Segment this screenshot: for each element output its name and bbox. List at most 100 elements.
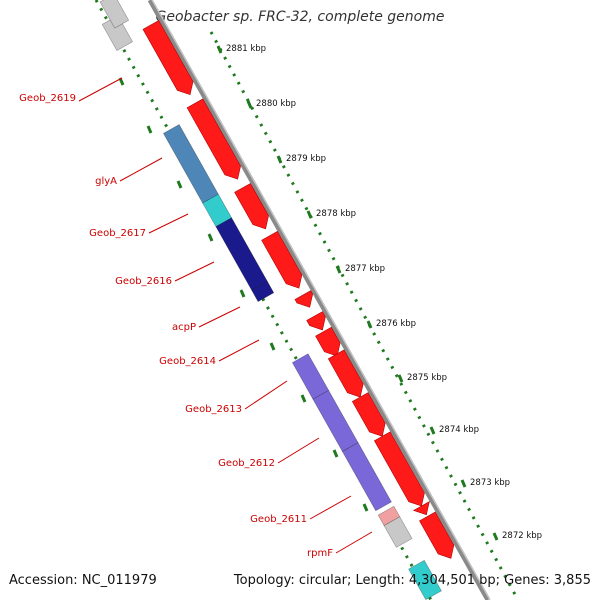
tick-8: 2874 kbp (429, 425, 479, 435)
gene-label-text: Geob_2612 (218, 458, 275, 469)
leader-line (309, 495, 352, 520)
tick-mark (366, 320, 373, 329)
gene-geob-2613 (312, 389, 359, 452)
gene-label-3: Geob_2617 (89, 213, 189, 239)
backbone-line (147, 0, 491, 600)
tick-label: 2874 kbp (439, 425, 479, 435)
tick-7: 2875 kbp (397, 373, 447, 383)
inner-tick-mark (300, 394, 307, 403)
forward-gene-8 (327, 349, 364, 398)
tick-mark (216, 45, 223, 54)
gene-label-7: Geob_2613 (185, 380, 288, 415)
gene-label-text: Geob_2614 (159, 356, 216, 367)
gene-label-text: Geob_2613 (185, 404, 242, 415)
gene-label-text: glyA (95, 176, 117, 187)
accession-text: Accession: NC_011979 (9, 573, 157, 588)
gene-label-8: Geob_2612 (218, 437, 320, 469)
inner-tick-mark (146, 125, 153, 134)
tick-mark (306, 210, 313, 219)
map-title: Geobacter sp. FRC-32, complete genome (155, 9, 445, 25)
gene-labels: Geob_2619 glyA Geob_2617 Geob_2616 acpP Geob_… (19, 77, 373, 559)
tick-10: 2872 kbp (492, 531, 542, 541)
gene-label-9: Geob_2611 (250, 495, 352, 525)
tick-mark (460, 479, 467, 488)
inner-tick-mark (362, 503, 369, 512)
inner-tick-mark (332, 449, 339, 458)
tick-mark (492, 532, 499, 541)
forward-gene-9 (351, 392, 386, 437)
leader-line (244, 380, 288, 410)
forward-gene-4 (261, 231, 303, 289)
leader-line (335, 531, 373, 554)
tick-3: 2879 kbp (276, 154, 326, 164)
gene-label-5: acpP (172, 306, 241, 333)
tick-label: 2880 kbp (256, 99, 296, 109)
gene-rpmf (383, 516, 413, 548)
inner-dot-track (94, 0, 433, 600)
genome-backbone (147, 0, 491, 600)
summary-text: Topology: circular; Length: 4,304,501 bp… (233, 573, 591, 588)
tick-mark (397, 374, 404, 383)
forward-gene-6 (306, 311, 326, 331)
gene-geob-2616 (215, 217, 268, 291)
inner-tick-mark (207, 233, 214, 242)
tick-label: 2878 kbp (316, 209, 356, 219)
leader-line (174, 261, 215, 282)
tick-mark (429, 426, 436, 435)
tick-6: 2876 kbp (366, 319, 416, 329)
leader-line (218, 339, 260, 362)
tick-5: 2877 kbp (335, 264, 385, 274)
forward-gene-10 (374, 431, 425, 507)
gene-features (99, 0, 455, 600)
gene-geob-2612 (341, 442, 392, 512)
tick-label: 2873 kbp (470, 478, 510, 488)
tick-label: 2875 kbp (407, 373, 447, 383)
forward-gene-7 (315, 326, 341, 357)
leader-line (198, 306, 241, 328)
tick-mark (276, 155, 283, 164)
gene-label-text: Geob_2616 (115, 276, 172, 287)
tick-label: 2876 kbp (376, 319, 416, 329)
forward-gene-3 (234, 183, 269, 230)
forward-gene-12 (419, 511, 455, 559)
backbone-highlight (151, 0, 491, 600)
gene-label-text: Geob_2619 (19, 93, 76, 104)
tick-2: 2880 kbp (246, 99, 296, 109)
tick-mark (246, 100, 253, 109)
gene-label-10: rpmF (307, 531, 373, 559)
tick-label: 2872 kbp (502, 531, 542, 541)
gene-acpp (251, 281, 275, 302)
inner-tick-mark (269, 342, 276, 351)
inner-tick-mark (239, 289, 246, 298)
tick-label: 2879 kbp (286, 154, 326, 164)
tick-1: 2881 kbp (216, 44, 266, 54)
inner-tick-mark (176, 180, 183, 189)
forward-gene-2 (186, 98, 241, 180)
gene-geob-2614 (291, 353, 330, 400)
tick-dot-tracks (94, 0, 520, 600)
gene-label-2: glyA (95, 157, 163, 187)
tick-4: 2878 kbp (306, 209, 356, 219)
gene-label-4: Geob_2616 (115, 261, 215, 287)
forward-gene-5 (294, 290, 313, 308)
tick-label: 2877 kbp (345, 264, 385, 274)
tick-mark (335, 265, 342, 274)
tick-9: 2873 kbp (460, 478, 510, 488)
gene-label-text: acpP (172, 322, 196, 333)
leader-line (277, 437, 320, 464)
gene-label-text: Geob_2611 (250, 514, 307, 525)
gene-gray-top (99, 0, 130, 29)
gene-label-text: Geob_2617 (89, 228, 146, 239)
leader-line (119, 157, 163, 182)
gene-label-text: rpmF (307, 548, 333, 559)
gene-next-cyan (408, 559, 442, 600)
gene-label-1: Geob_2619 (19, 77, 123, 104)
leader-line (78, 77, 123, 102)
gene-label-6: Geob_2614 (159, 339, 260, 367)
tick-marks: 2881 kbp 2880 kbp 2879 kbp 2878 kbp 2877 kbp… (118, 44, 542, 541)
forward-gene-1 (142, 20, 194, 96)
leader-line (148, 213, 189, 234)
forward-gene-11 (412, 501, 430, 516)
tick-label: 2881 kbp (226, 44, 266, 54)
